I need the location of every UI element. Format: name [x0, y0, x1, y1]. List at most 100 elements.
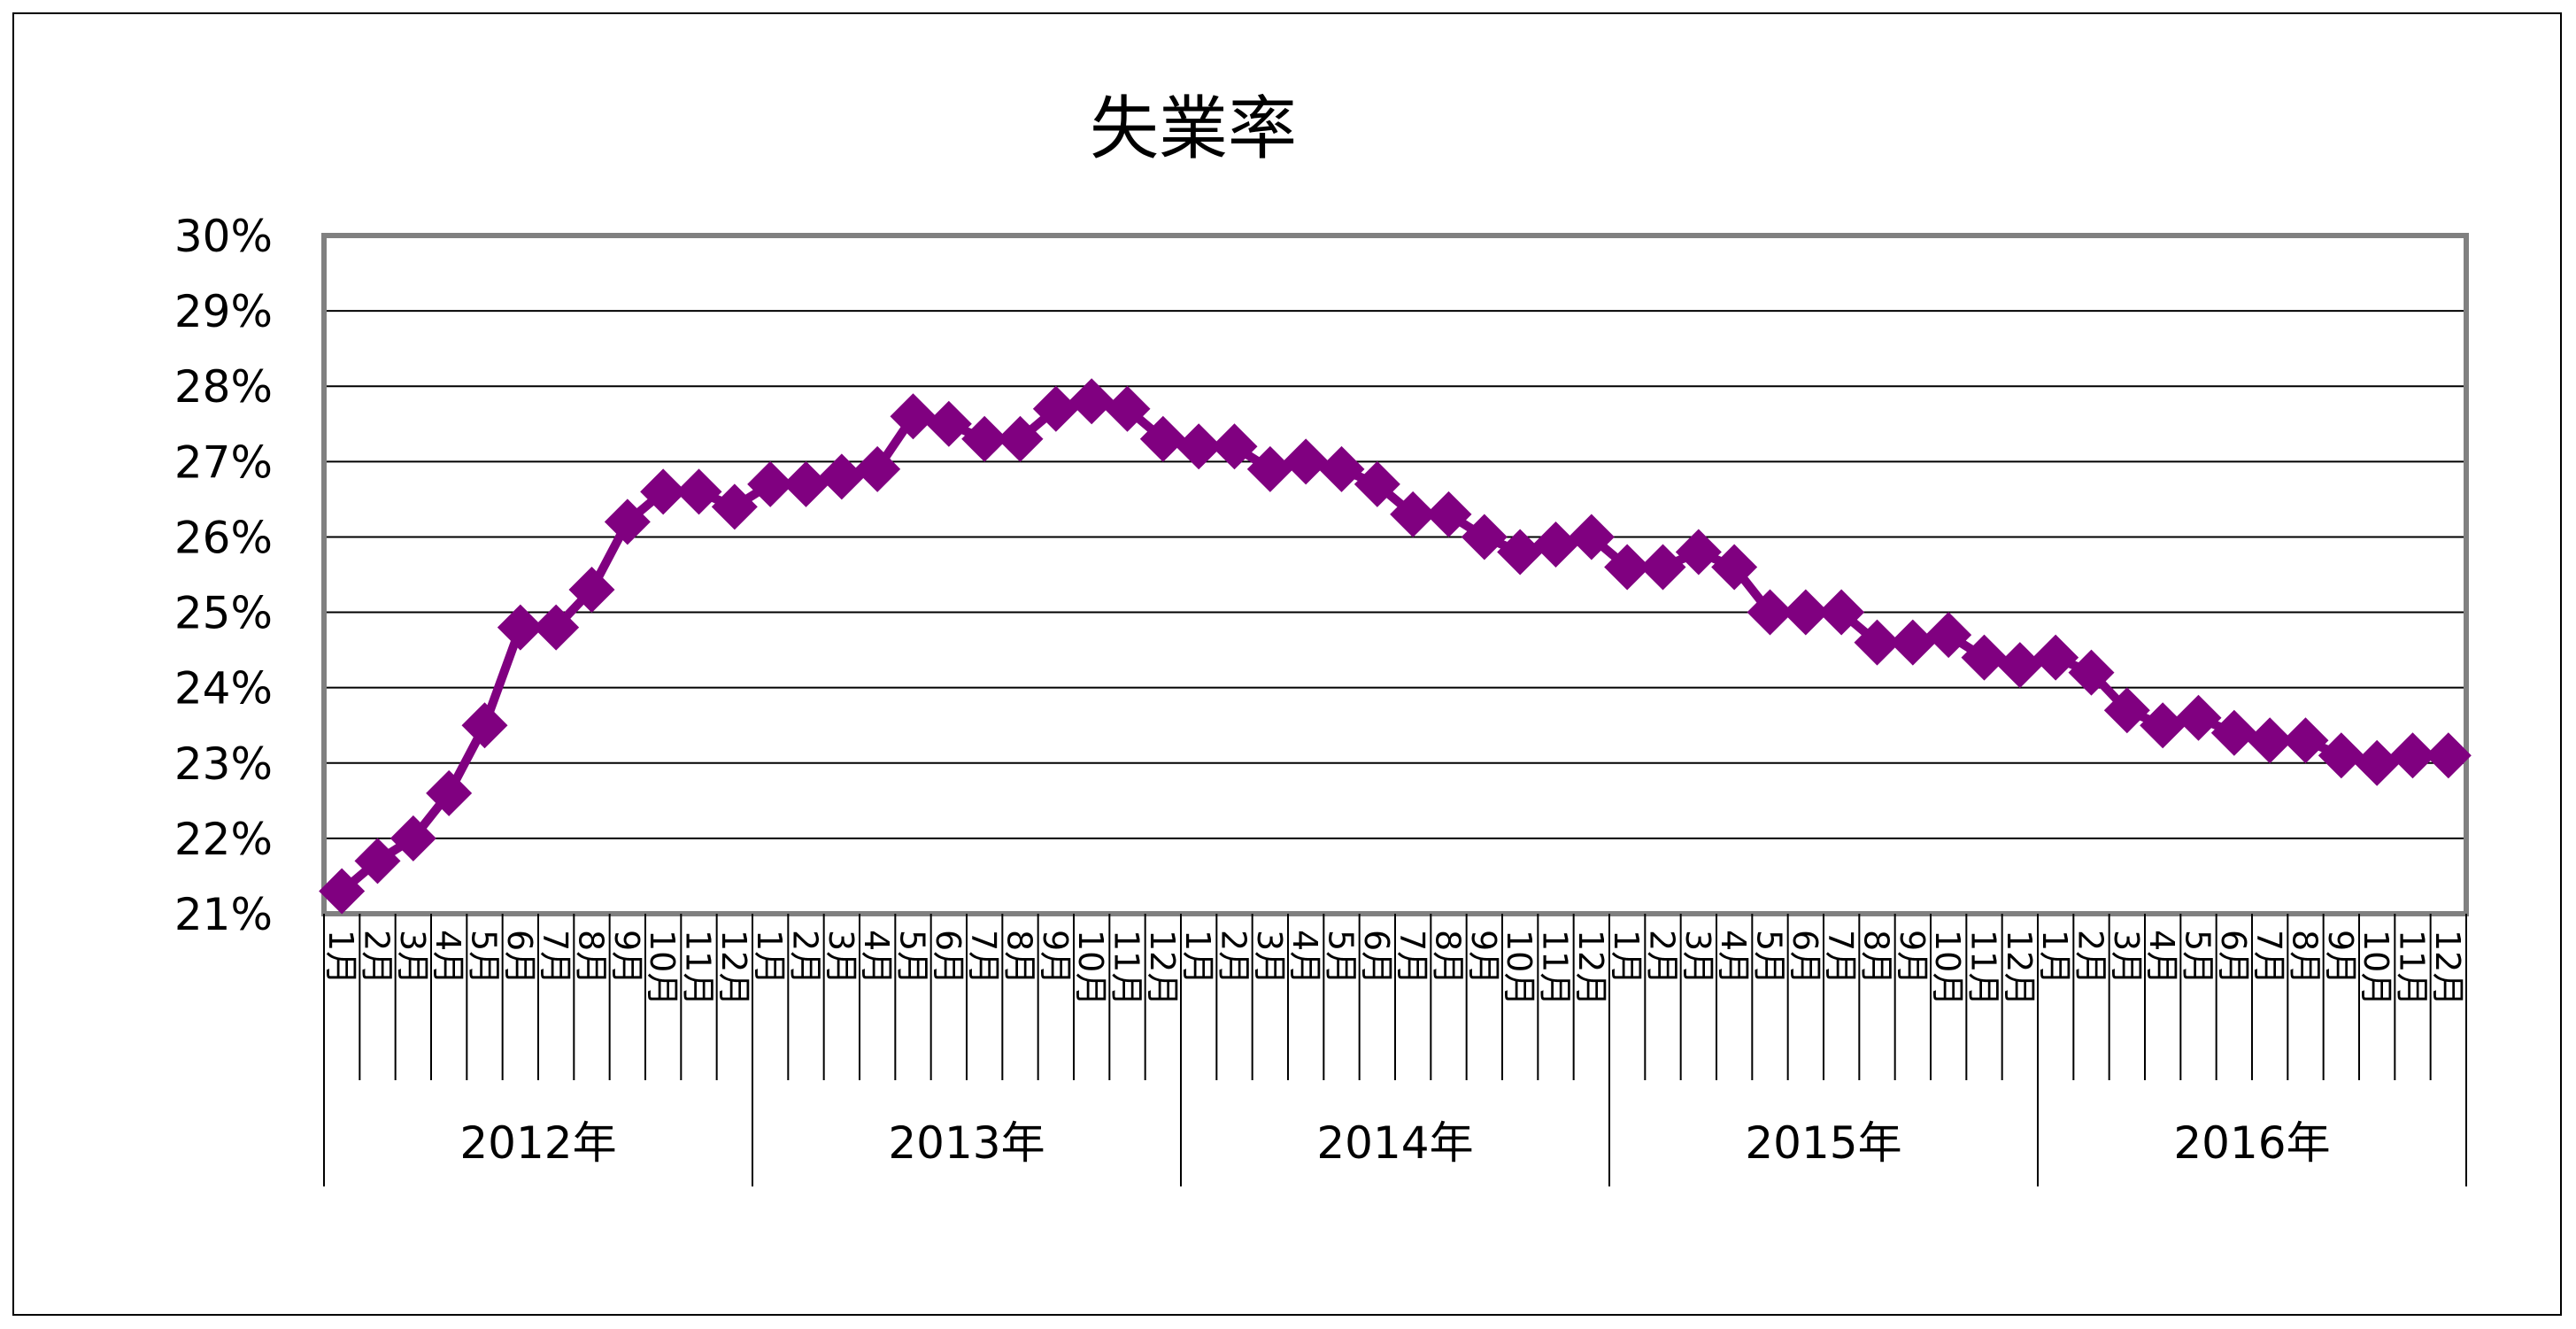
data-point [1283, 438, 1330, 485]
y-tick-label: 26% [174, 512, 273, 563]
data-point [1532, 521, 1579, 568]
month-label: 10月 [1928, 930, 1967, 1006]
data-point [1818, 589, 1865, 636]
month-label: 6月 [929, 930, 968, 985]
month-label: 6月 [500, 930, 539, 985]
month-label: 5月 [2179, 930, 2217, 985]
year-label: 2014年 [1316, 1117, 1473, 1169]
month-label: 7月 [964, 930, 1003, 985]
data-point [1068, 378, 1115, 425]
data-point [747, 460, 794, 507]
year-label: 2016年 [2173, 1117, 2330, 1169]
data-point [1425, 491, 1472, 537]
y-tick-label: 27% [174, 437, 273, 488]
month-label: 5月 [893, 930, 932, 985]
data-point [675, 468, 722, 515]
month-label: 5月 [465, 930, 504, 985]
month-label: 1月 [1607, 930, 1646, 985]
data-point [1961, 634, 2008, 681]
data-point [2068, 649, 2115, 696]
month-label: 3月 [2107, 930, 2146, 985]
data-point [2318, 732, 2364, 779]
y-tick-label: 25% [174, 588, 273, 639]
data-point [426, 769, 473, 816]
month-label: 3月 [1250, 930, 1289, 985]
month-label: 11月 [2393, 930, 2432, 1006]
month-label: 8月 [572, 930, 611, 985]
month-label: 10月 [1500, 930, 1539, 1006]
month-label: 2月 [2071, 930, 2110, 985]
data-point [1675, 529, 1722, 576]
month-label: 6月 [1357, 930, 1396, 985]
data-point [1246, 445, 1293, 492]
data-point [1318, 445, 1365, 492]
month-label: 2月 [1215, 930, 1253, 985]
month-label: 12月 [714, 930, 753, 1006]
year-label: 2013年 [888, 1117, 1045, 1169]
month-label: 10月 [1071, 930, 1110, 1006]
data-point [711, 483, 758, 530]
year-label: 2015年 [1745, 1117, 1901, 1169]
month-label: 1月 [321, 930, 360, 985]
chart-frame [12, 12, 2562, 1316]
data-point [533, 604, 580, 651]
month-label: 9月 [607, 930, 646, 985]
data-point [2389, 732, 2436, 779]
month-label: 1月 [750, 930, 789, 985]
data-point [389, 815, 436, 862]
month-label: 8月 [1429, 930, 1468, 985]
month-label: 10月 [2356, 930, 2395, 1006]
month-label: 2月 [1643, 930, 1682, 985]
month-label: 4月 [2142, 930, 2181, 985]
data-point [497, 604, 544, 651]
data-point [461, 702, 508, 749]
month-label: 6月 [2214, 930, 2253, 985]
data-point [2032, 634, 2079, 681]
month-label: 6月 [1785, 930, 1824, 985]
month-label: 4月 [428, 930, 467, 985]
data-point [1747, 589, 1793, 636]
data-point [640, 468, 687, 515]
data-point [354, 838, 401, 885]
x-axis: 1月2月3月4月5月6月7月8月9月10月11月12月1月2月3月4月5月6月7… [321, 914, 2467, 1186]
data-point [2140, 702, 2187, 749]
series-markers [319, 378, 2472, 915]
data-point [1211, 423, 1258, 470]
data-point [1604, 544, 1651, 591]
data-point [1782, 589, 1829, 636]
data-point [1497, 529, 1544, 576]
month-label: 9月 [1893, 930, 1932, 985]
grid-lines [324, 310, 2466, 839]
y-tick-label: 24% [174, 663, 273, 715]
month-label: 12月 [2000, 930, 2039, 1006]
month-label: 8月 [1000, 930, 1039, 985]
data-point [2175, 694, 2222, 741]
data-point [1176, 423, 1222, 470]
data-point [1925, 612, 1972, 659]
y-tick-label: 22% [174, 814, 273, 865]
y-tick-label: 23% [174, 738, 273, 790]
month-label: 3月 [1678, 930, 1717, 985]
month-label: 3月 [821, 930, 860, 985]
month-label: 5月 [1750, 930, 1789, 985]
data-point [1390, 491, 1437, 537]
data-point [1854, 619, 1901, 666]
month-label: 10月 [643, 930, 682, 1006]
month-label: 4月 [1714, 930, 1753, 985]
data-point [818, 453, 865, 500]
month-label: 7月 [2249, 930, 2288, 985]
month-label: 1月 [1178, 930, 1217, 985]
month-label: 11月 [679, 930, 718, 1006]
month-label: 7月 [536, 930, 575, 985]
month-label: 4月 [857, 930, 896, 985]
data-point [1711, 544, 1758, 591]
data-point [890, 393, 937, 440]
data-point [1354, 460, 1400, 507]
data-point [2282, 717, 2329, 764]
data-point [2103, 687, 2150, 734]
data-point [997, 415, 1044, 462]
y-tick-label: 29% [174, 286, 273, 337]
y-tick-label: 21% [174, 889, 273, 940]
year-label: 2012年 [459, 1117, 616, 1169]
y-tick-label: 28% [174, 361, 273, 413]
